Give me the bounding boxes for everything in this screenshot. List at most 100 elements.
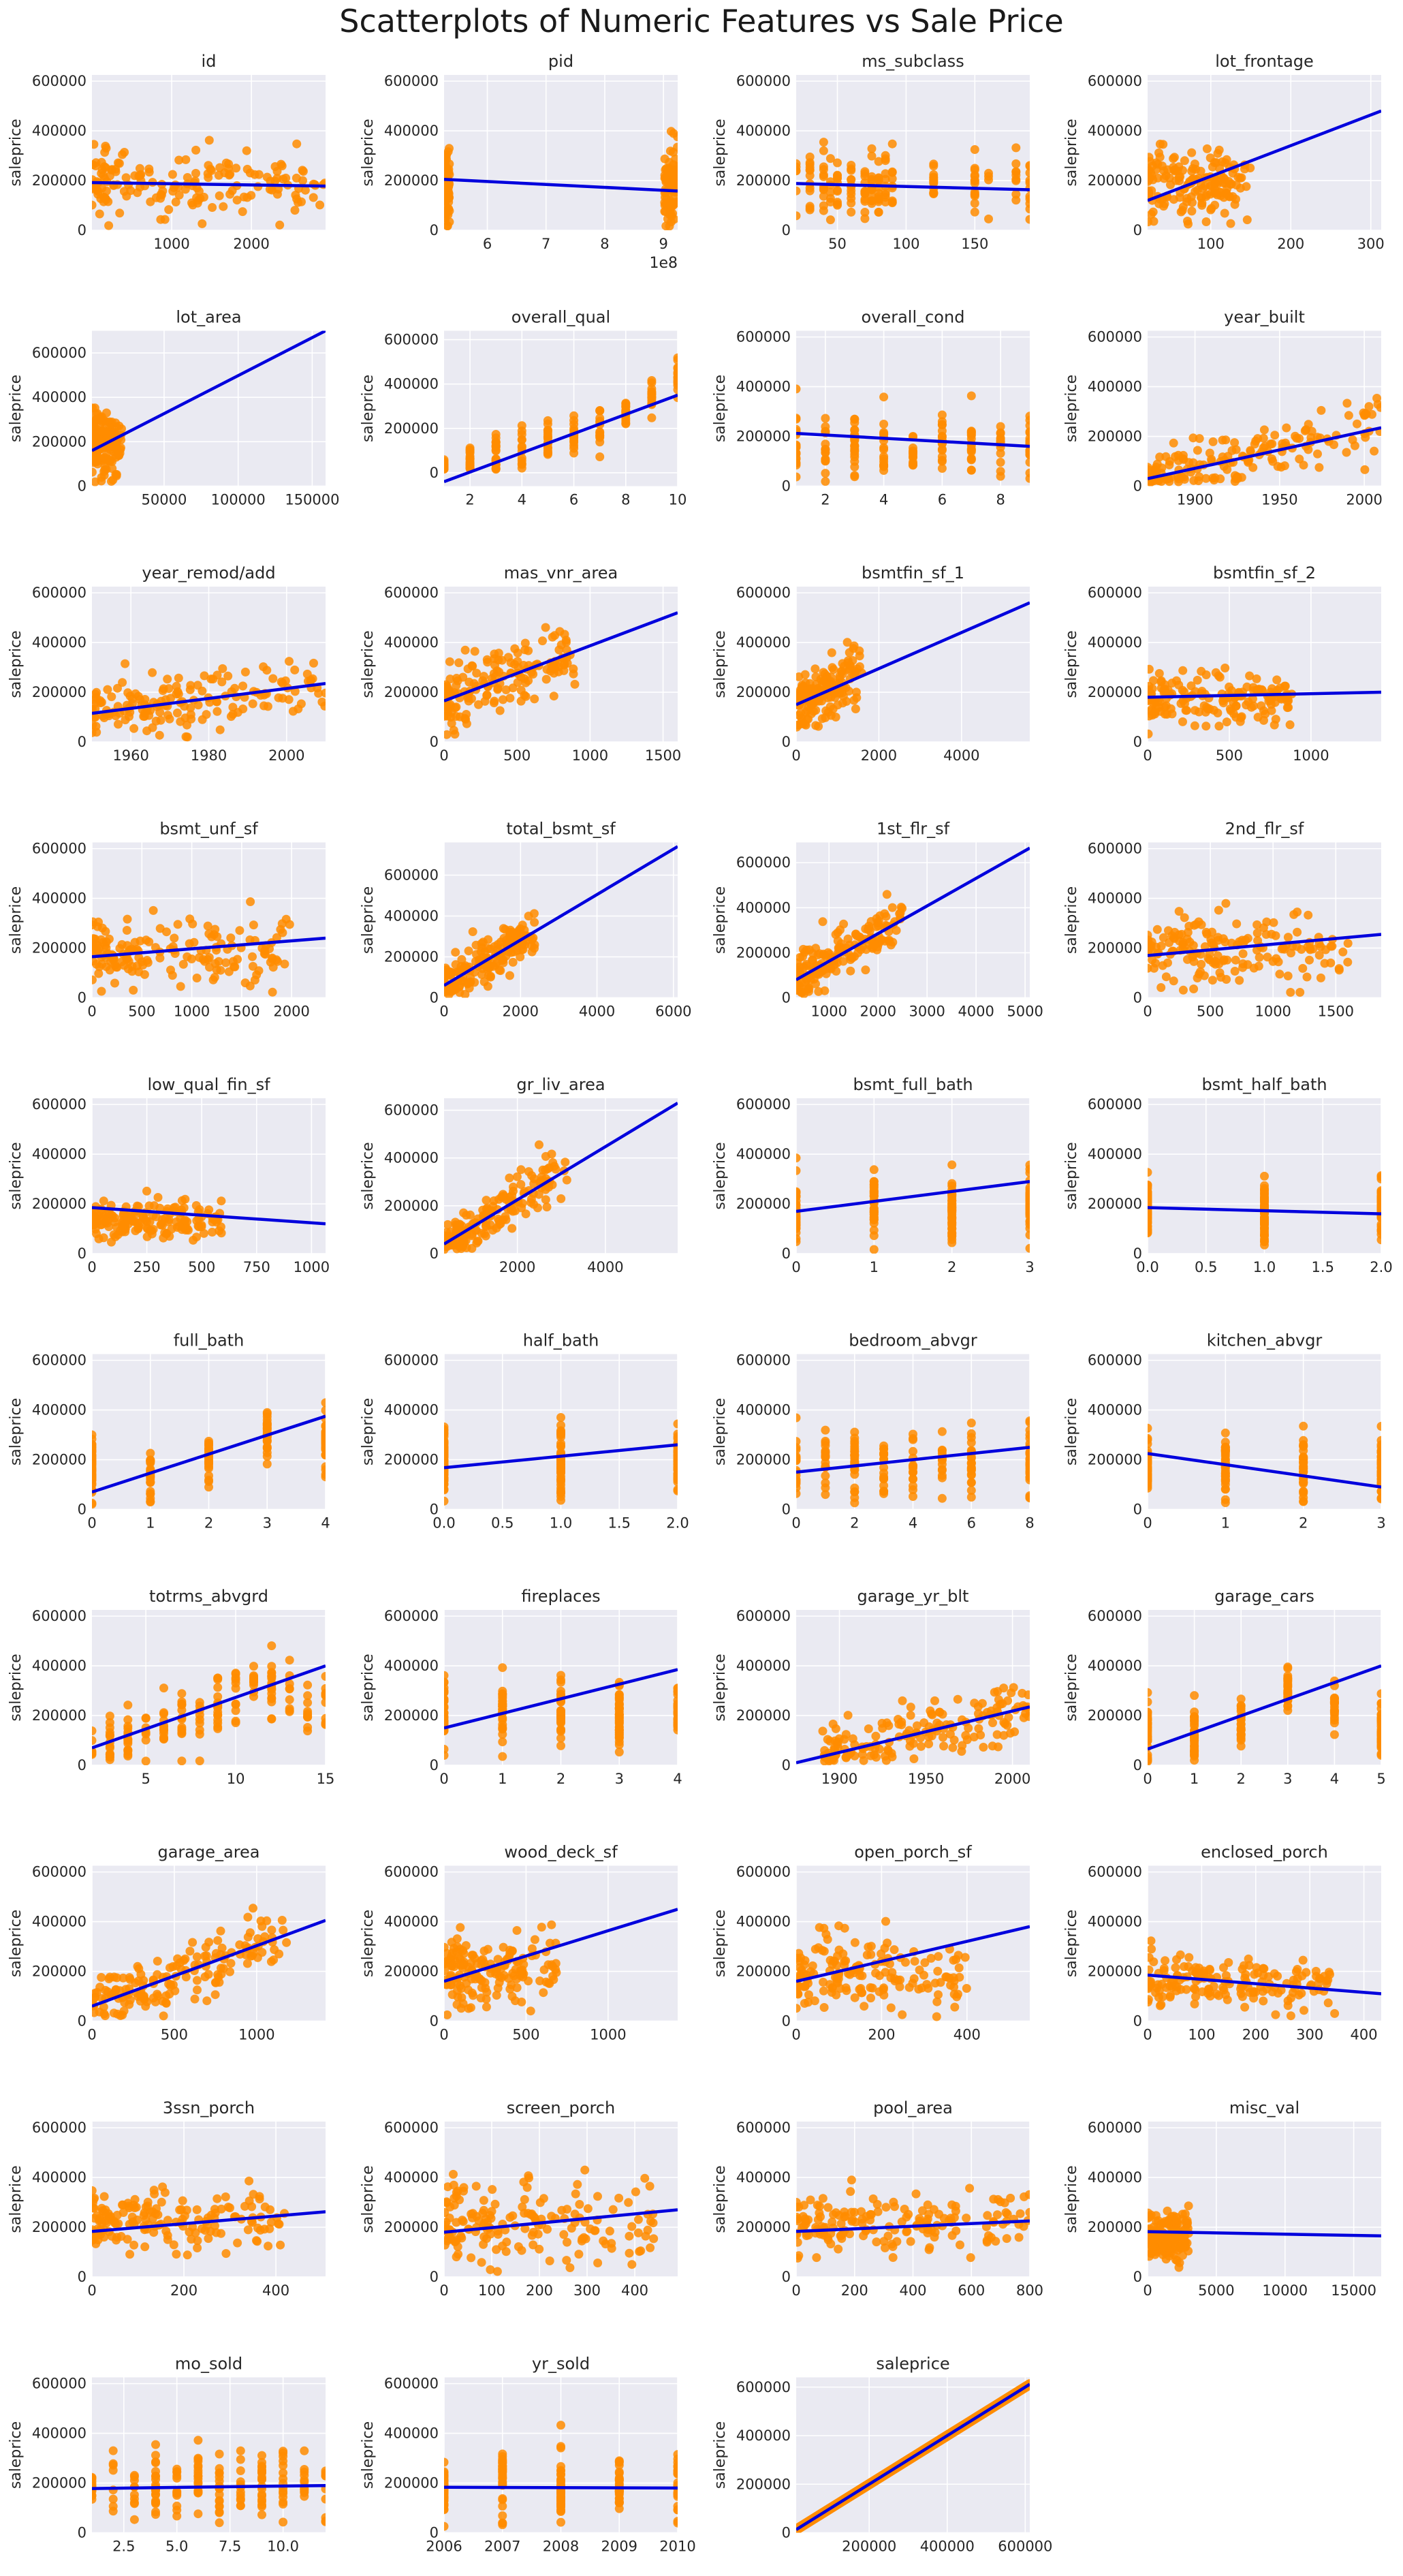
data-point	[947, 1224, 957, 1233]
data-point	[1207, 204, 1216, 213]
plot-area	[1148, 1354, 1381, 1510]
subplot-title: bsmt_full_bath	[853, 1075, 973, 1094]
data-point	[444, 1717, 449, 1726]
data-point	[1259, 425, 1269, 435]
data-point	[530, 694, 539, 704]
data-point	[800, 670, 810, 679]
x-tick-label: 4000	[579, 1004, 615, 1020]
x-tick-label: 0	[439, 1771, 448, 1787]
data-point	[465, 447, 475, 456]
data-point	[819, 191, 828, 201]
data-point	[1210, 473, 1220, 482]
data-point	[285, 1684, 294, 1693]
data-point	[909, 1485, 917, 1495]
data-point	[102, 1218, 112, 1228]
y-tick-label: 600000	[384, 867, 439, 884]
data-point	[984, 168, 993, 178]
y-tick-label: 0	[430, 222, 439, 238]
data-point	[838, 688, 847, 698]
data-point	[208, 203, 217, 212]
data-point	[881, 174, 890, 184]
data-point	[107, 1237, 116, 1247]
x-tick-label: 2	[821, 492, 830, 508]
data-point	[1260, 1202, 1269, 1211]
data-point	[1370, 446, 1379, 456]
data-point	[136, 183, 145, 192]
x-tick-label: 300	[1357, 236, 1385, 252]
data-point	[1285, 720, 1295, 730]
data-point	[168, 170, 177, 179]
x-tick-label: 1	[1221, 1515, 1230, 1532]
data-point	[204, 1439, 213, 1448]
data-point	[549, 692, 558, 701]
data-point	[231, 1716, 240, 1726]
x-tick-label: 4000	[943, 747, 979, 764]
data-point	[146, 1457, 155, 1467]
data-point	[516, 1180, 526, 1189]
data-point	[144, 164, 154, 174]
x-tick-label: 4	[321, 1515, 330, 1532]
data-point	[996, 422, 1005, 431]
x-tick-label: 2	[465, 492, 474, 508]
data-point	[123, 1715, 133, 1724]
data-point	[1148, 1168, 1152, 1177]
data-point	[1216, 187, 1225, 197]
data-point	[819, 185, 828, 194]
data-point	[1260, 1196, 1269, 1205]
x-tick-label: 100000	[211, 492, 266, 508]
data-point	[661, 207, 670, 217]
regression-line	[92, 1206, 326, 1226]
data-point	[845, 666, 854, 675]
y-tick-label: 400000	[32, 1402, 86, 1418]
x-tick-label: 3	[1376, 1515, 1385, 1532]
data-point	[1259, 433, 1268, 443]
data-point	[909, 1446, 917, 1456]
x-tick-label: 2.0	[666, 1515, 689, 1532]
data-point	[1025, 446, 1030, 455]
data-point	[199, 1228, 208, 1238]
data-point	[303, 1722, 313, 1732]
data-point	[153, 1193, 163, 1202]
x-tick-label: 2000	[861, 747, 897, 764]
subplot-title: year_built	[1224, 308, 1305, 327]
data-point	[818, 917, 827, 927]
data-point	[1149, 698, 1158, 708]
data-point	[192, 974, 202, 982]
data-point	[1293, 927, 1302, 937]
data-point	[855, 646, 864, 655]
data-point	[614, 1733, 624, 1743]
y-axis-label: saleprice	[712, 1142, 729, 1209]
data-point	[542, 665, 552, 674]
data-point	[1304, 420, 1313, 429]
data-point	[860, 169, 870, 179]
y-tick-label: 200000	[736, 944, 791, 961]
data-point	[199, 192, 208, 202]
data-point	[444, 150, 452, 159]
data-point	[887, 167, 897, 176]
y-tick-label: 200000	[736, 1196, 791, 1212]
regression-line	[444, 1443, 678, 1470]
data-point	[996, 428, 1005, 437]
data-point	[1255, 952, 1264, 962]
data-point	[101, 195, 111, 204]
data-point	[1376, 1205, 1381, 1214]
data-point	[449, 726, 458, 735]
data-point	[673, 364, 678, 373]
data-point	[937, 456, 947, 466]
data-point	[246, 897, 255, 906]
data-point	[195, 1756, 204, 1765]
data-point	[225, 170, 235, 179]
data-point	[1248, 694, 1257, 704]
plot-area	[796, 75, 1030, 230]
data-point	[1237, 712, 1246, 721]
data-point	[1148, 711, 1154, 721]
data-point	[200, 671, 209, 681]
y-tick-label: 0	[430, 1502, 439, 1518]
data-point	[97, 923, 107, 933]
data-point	[513, 657, 522, 666]
x-tick-label: 3000	[909, 1004, 945, 1020]
y-tick-label: 600000	[32, 585, 86, 601]
data-point	[1202, 190, 1212, 200]
data-point	[541, 1195, 550, 1205]
